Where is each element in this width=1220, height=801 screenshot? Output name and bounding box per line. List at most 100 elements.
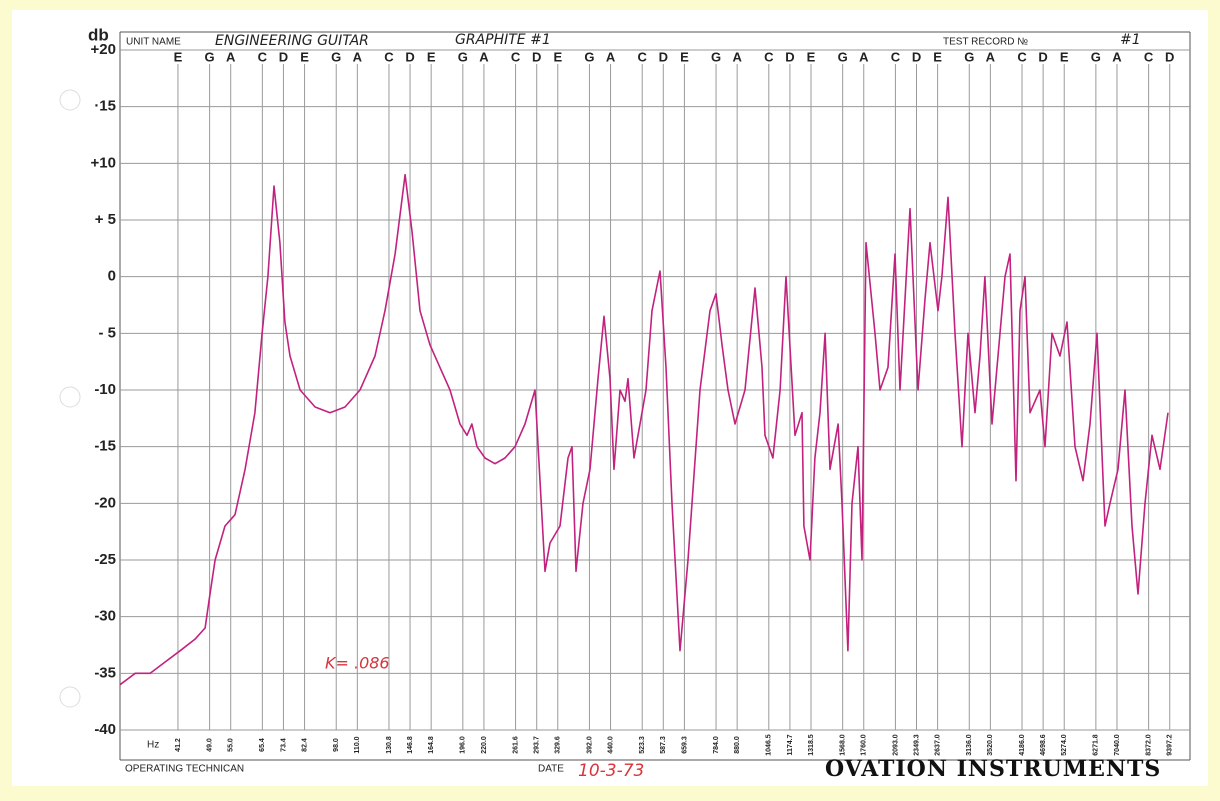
x-tick-label: 8372.0 bbox=[1145, 734, 1152, 756]
brand: OVATION INSTRUMENTS bbox=[825, 756, 1161, 782]
x-tick-label: 1174.7 bbox=[787, 734, 794, 755]
note-label: E bbox=[427, 49, 436, 64]
punch-hole bbox=[59, 89, 81, 111]
note-label: G bbox=[838, 49, 848, 64]
x-tick-label: 65.4 bbox=[259, 738, 266, 752]
x-tick-label: 329.6 bbox=[555, 736, 562, 754]
x-tick-label: 110.0 bbox=[354, 736, 361, 753]
date-label: DATE bbox=[538, 764, 564, 775]
note-label: E bbox=[807, 49, 816, 64]
x-tick-label: 1568.0 bbox=[840, 734, 847, 756]
x-tick-label: 5274.0 bbox=[1061, 734, 1068, 756]
note-label: C bbox=[1144, 49, 1154, 64]
y-tick-label: - 5 bbox=[98, 324, 116, 341]
punch-hole bbox=[59, 386, 81, 408]
y-tick-label: 0 bbox=[108, 268, 116, 285]
note-label: A bbox=[859, 49, 869, 64]
note-label: A bbox=[732, 49, 742, 64]
model: GRAPHITE #1 bbox=[455, 32, 551, 48]
x-tick-label: 4698.6 bbox=[1040, 734, 1047, 756]
x-tick-label: 98.0 bbox=[333, 738, 340, 752]
note-label: D bbox=[912, 49, 921, 64]
x-tick-label: 523.3 bbox=[639, 736, 646, 754]
note-label: A bbox=[226, 49, 236, 64]
note-label: C bbox=[384, 49, 394, 64]
x-tick-label: 1318.5 bbox=[808, 734, 815, 756]
unit-name: ENGINEERING GUITAR bbox=[215, 33, 369, 49]
x-tick-label: 130.8 bbox=[386, 736, 393, 754]
x-tick-label: 7040.0 bbox=[1114, 734, 1121, 756]
note-label: A bbox=[353, 49, 363, 64]
y-tick-label: -30 bbox=[94, 608, 116, 625]
y-tick-label: -15 bbox=[94, 438, 116, 455]
note-label: E bbox=[1060, 49, 1069, 64]
x-tick-label: 2093.0 bbox=[892, 734, 899, 756]
y-tick-label: + 5 bbox=[95, 211, 116, 228]
x-tick-label: 9397.2 bbox=[1167, 734, 1174, 756]
x-tick-label: 41.2 bbox=[175, 738, 182, 752]
technician-label: OPERATING TECHNICAN bbox=[125, 764, 244, 775]
unit-name-label: UNIT NAME bbox=[126, 37, 181, 48]
x-tick-label: 49.0 bbox=[206, 738, 213, 752]
note-label: C bbox=[764, 49, 774, 64]
x-tick-label: 1760.0 bbox=[861, 734, 868, 756]
note-label: D bbox=[1165, 49, 1174, 64]
note-label: G bbox=[458, 49, 468, 64]
note-label: G bbox=[331, 49, 341, 64]
x-tick-label: 3136.0 bbox=[966, 734, 973, 756]
note-label: D bbox=[659, 49, 668, 64]
note-label: D bbox=[279, 49, 288, 64]
note-label: C bbox=[258, 49, 268, 64]
test-record: #1 bbox=[1120, 32, 1141, 48]
x-tick-label: 2349.3 bbox=[913, 734, 920, 756]
note-label: D bbox=[405, 49, 414, 64]
note-label: C bbox=[891, 49, 901, 64]
note-label: G bbox=[584, 49, 594, 64]
paper bbox=[12, 10, 1208, 786]
note-label: G bbox=[964, 49, 974, 64]
note-label: E bbox=[680, 49, 689, 64]
x-tick-label: 3520.0 bbox=[987, 734, 994, 756]
x-tick-label: 55.0 bbox=[228, 738, 235, 752]
y-tick-label: -25 bbox=[94, 551, 116, 568]
x-tick-label: 2637.0 bbox=[934, 734, 941, 756]
note-label: E bbox=[300, 49, 309, 64]
note-label: E bbox=[933, 49, 942, 64]
x-tick-label: 880.0 bbox=[734, 736, 741, 754]
x-tick-label: 220.0 bbox=[481, 736, 488, 754]
x-tick-label: 6271.8 bbox=[1093, 734, 1100, 756]
y-tick-label: -40 bbox=[94, 721, 116, 738]
x-tick-label: 164.8 bbox=[428, 736, 435, 754]
note-label: G bbox=[711, 49, 721, 64]
y-tick-label: -20 bbox=[94, 494, 116, 511]
date: 10-3-73 bbox=[578, 761, 644, 781]
punch-hole bbox=[59, 686, 81, 708]
note-label: D bbox=[785, 49, 794, 64]
response-line bbox=[119, 173, 1169, 686]
note-label: A bbox=[479, 49, 489, 64]
x-tick-label: 659.3 bbox=[681, 736, 688, 754]
note-label: D bbox=[532, 49, 541, 64]
note-label: A bbox=[606, 49, 616, 64]
x-tick-label: 587.3 bbox=[660, 736, 667, 754]
x-tick-label: 784.0 bbox=[713, 736, 720, 754]
x-tick-label: 261.6 bbox=[512, 736, 519, 754]
x-tick-label: 392.0 bbox=[586, 736, 593, 754]
y-tick-label: +20 bbox=[91, 41, 116, 58]
x-tick-label: 440.0 bbox=[607, 736, 614, 754]
x-tick-label: 82.4 bbox=[301, 738, 308, 752]
y-tick-label: -10 bbox=[94, 381, 116, 398]
note-label: A bbox=[986, 49, 996, 64]
x-axis-label: Hz bbox=[147, 740, 159, 751]
test-record-label: TEST RECORD № bbox=[943, 37, 1028, 48]
x-tick-label: 293.7 bbox=[534, 736, 541, 754]
x-tick-label: 146.8 bbox=[407, 736, 414, 754]
x-tick-label: 73.4 bbox=[280, 738, 287, 752]
note-label: C bbox=[638, 49, 648, 64]
x-tick-label: 1046.5 bbox=[766, 734, 773, 756]
x-tick-label: 4186.0 bbox=[1019, 734, 1026, 756]
note-label: C bbox=[511, 49, 521, 64]
note-label: G bbox=[1091, 49, 1101, 64]
note-label: G bbox=[205, 49, 215, 64]
